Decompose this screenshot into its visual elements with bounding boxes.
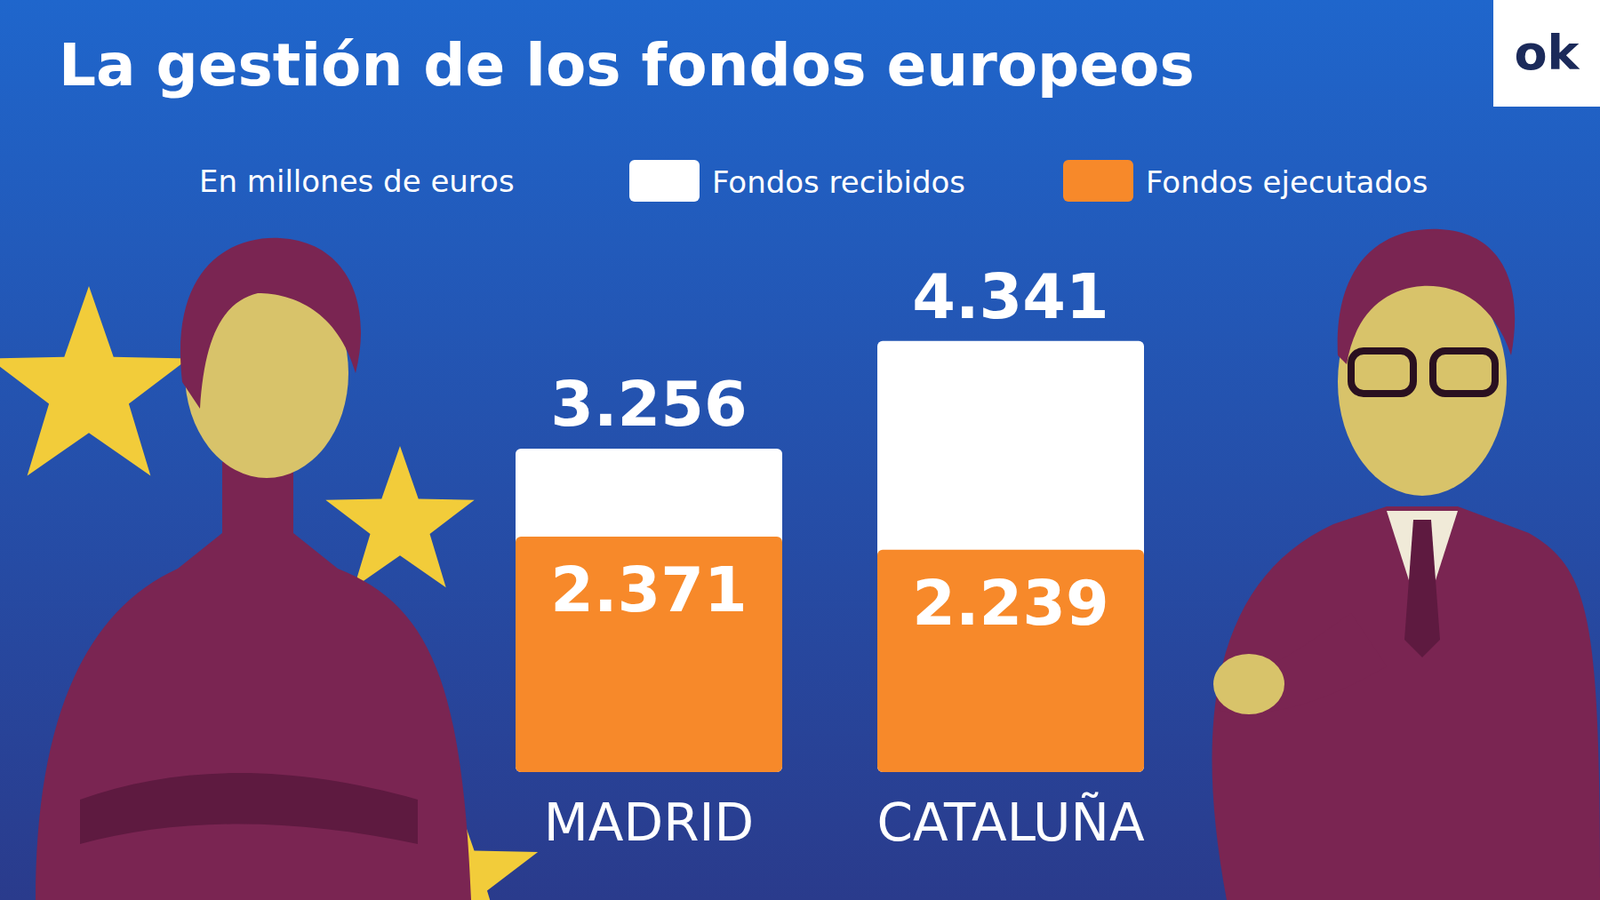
labels: 3.256 2.371 MADRID 4.341 2.239 CATALUÑA (544, 260, 1145, 854)
title: La gestión de los fondos europeos (58, 31, 1195, 100)
legend-swatch (629, 160, 700, 202)
category-label: CATALUÑA (876, 792, 1145, 854)
chart: La gestión de los fondos europeos ok En mi… (0, 0, 1600, 900)
person-right-hand (1213, 654, 1285, 715)
person-right-glasses (1351, 351, 1414, 394)
legend-label: Fondos ejecutados (1145, 164, 1428, 200)
data-label: 4.341 (912, 260, 1109, 334)
bar (877, 550, 1144, 773)
data-label: 3.256 (550, 368, 747, 441)
person-left-hair (180, 238, 361, 409)
bar (515, 448, 783, 773)
legend-label: Fondos recibidos (712, 164, 966, 200)
logo-box (1493, 0, 1600, 107)
person-right-tie (1404, 520, 1440, 658)
person-left-body (35, 533, 472, 900)
logo: ok (1513, 24, 1580, 81)
legend-swatch (1063, 160, 1134, 202)
eu-star (325, 446, 474, 588)
person-right-hair (1337, 229, 1515, 365)
subtitle: En millones de euros (199, 163, 515, 200)
eu-star (0, 286, 189, 477)
person-right-glasses (1432, 351, 1496, 394)
bar (515, 536, 783, 773)
person-right-body (1211, 506, 1600, 900)
data-label: 2.371 (550, 553, 747, 627)
background (0, 0, 1600, 900)
person-left-arms (80, 773, 418, 845)
bar (877, 341, 1144, 773)
data-label: 2.239 (912, 567, 1109, 640)
category-label: MADRID (544, 792, 754, 854)
bars (515, 341, 1144, 773)
